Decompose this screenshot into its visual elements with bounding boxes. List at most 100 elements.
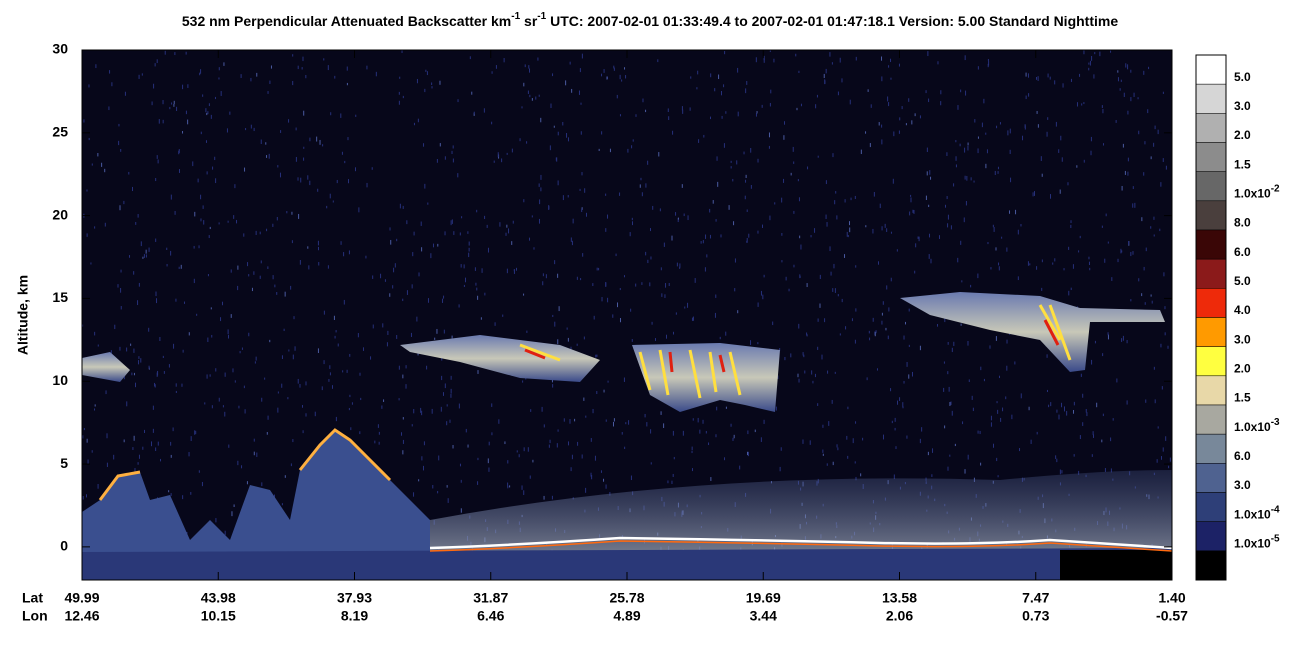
noise-speck	[272, 275, 274, 280]
noise-speck	[781, 232, 783, 236]
noise-speck	[469, 56, 471, 60]
noise-speck	[720, 234, 722, 238]
noise-speck	[566, 133, 568, 138]
noise-speck	[890, 58, 892, 63]
noise-speck	[584, 188, 586, 193]
noise-speck	[218, 67, 220, 71]
noise-speck	[803, 354, 805, 358]
noise-speck	[716, 406, 718, 411]
noise-speck	[725, 331, 727, 336]
noise-speck	[541, 406, 543, 412]
noise-speck	[241, 347, 243, 350]
x-tick-label: 0.73	[1022, 608, 1049, 624]
noise-speck	[702, 240, 704, 244]
noise-speck	[1058, 414, 1060, 420]
noise-speck	[710, 73, 712, 78]
noise-speck	[744, 195, 746, 200]
noise-speck	[222, 405, 224, 408]
noise-speck	[163, 371, 165, 374]
noise-speck	[346, 369, 348, 373]
noise-speck	[180, 264, 182, 269]
noise-speck	[1006, 339, 1008, 344]
noise-speck	[538, 183, 540, 187]
noise-speck	[381, 405, 383, 409]
noise-speck	[229, 111, 231, 115]
noise-speck	[1061, 470, 1063, 474]
noise-speck	[829, 246, 831, 252]
noise-speck	[757, 158, 759, 163]
noise-speck	[1009, 128, 1011, 134]
colorbar-swatch	[1195, 521, 1227, 552]
noise-speck	[890, 277, 892, 282]
noise-speck	[1078, 250, 1080, 253]
noise-speck	[581, 454, 583, 459]
noise-speck	[796, 107, 798, 111]
noise-speck	[681, 106, 683, 111]
noise-speck	[943, 387, 945, 392]
noise-speck	[402, 439, 404, 444]
noise-speck	[1072, 264, 1074, 269]
noise-speck	[202, 94, 204, 97]
noise-speck	[135, 221, 137, 225]
noise-speck	[681, 184, 683, 188]
colorbar: 5.03.02.01.51.0x10-28.06.05.04.03.02.01.…	[1195, 54, 1280, 581]
noise-speck	[621, 79, 623, 82]
noise-speck	[1025, 72, 1027, 77]
noise-speck	[1117, 70, 1119, 73]
noise-speck	[279, 172, 281, 178]
noise-speck	[809, 440, 811, 445]
noise-speck	[970, 177, 972, 181]
colorbar-swatch	[1195, 404, 1227, 435]
noise-speck	[372, 324, 374, 329]
x-tick-label: 7.47	[1022, 590, 1049, 606]
noise-speck	[1121, 338, 1123, 342]
noise-speck	[270, 65, 272, 69]
noise-speck	[465, 428, 467, 433]
noise-speck	[997, 475, 999, 478]
noise-speck	[555, 157, 557, 161]
noise-speck	[631, 145, 633, 149]
noise-speck	[990, 415, 992, 421]
noise-speck	[1104, 258, 1106, 263]
noise-speck	[552, 73, 554, 77]
noise-speck	[253, 451, 255, 456]
noise-speck	[1046, 131, 1048, 137]
noise-speck	[1036, 266, 1038, 270]
noise-speck	[531, 98, 533, 101]
noise-speck	[1093, 434, 1095, 438]
noise-speck	[998, 262, 1000, 266]
noise-speck	[948, 386, 950, 392]
noise-speck	[635, 283, 637, 287]
noise-speck	[157, 441, 159, 446]
noise-speck	[605, 484, 607, 489]
noise-speck	[123, 200, 125, 205]
noise-speck	[631, 339, 633, 342]
noise-speck	[682, 109, 684, 114]
noise-speck	[847, 234, 849, 238]
noise-speck	[288, 119, 290, 123]
colorbar-label-text: 5.0	[1234, 274, 1251, 288]
noise-speck	[943, 361, 945, 364]
noise-speck	[302, 430, 304, 434]
noise-speck	[334, 75, 336, 79]
noise-speck	[913, 209, 915, 214]
noise-speck	[955, 164, 957, 168]
noise-speck	[523, 293, 525, 296]
noise-speck	[499, 222, 501, 227]
noise-speck	[977, 66, 979, 70]
noise-speck	[950, 225, 952, 230]
noise-speck	[220, 91, 222, 96]
noise-speck	[295, 156, 297, 162]
noise-speck	[977, 136, 979, 139]
noise-speck	[908, 308, 910, 312]
noise-speck	[779, 348, 781, 351]
noise-speck	[173, 100, 175, 105]
noise-speck	[148, 365, 150, 370]
noise-speck	[734, 288, 736, 292]
noise-speck	[291, 211, 293, 215]
noise-speck	[580, 131, 582, 135]
noise-speck	[253, 127, 255, 132]
noise-speck	[305, 381, 307, 386]
noise-speck	[498, 419, 500, 424]
noise-speck	[819, 274, 821, 279]
